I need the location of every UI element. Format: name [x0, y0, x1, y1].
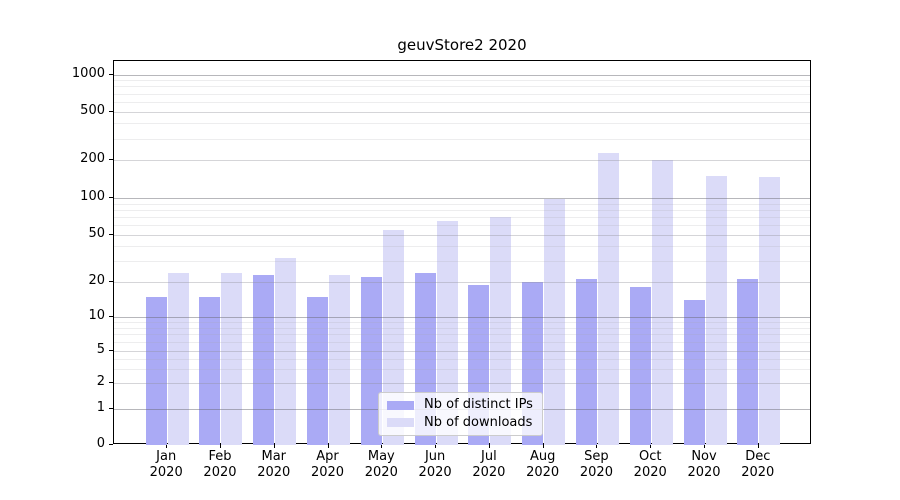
y-tick-mark — [109, 110, 113, 112]
bar-downloads-dec — [759, 176, 781, 445]
x-tick-mark — [488, 444, 490, 448]
y-tick-label: 1 — [96, 399, 105, 415]
y-tick-mark — [109, 350, 113, 351]
bar-distinct-ips-oct — [629, 287, 651, 445]
bar-distinct-ips-sep — [575, 279, 597, 445]
x-tick-label-aug: Aug 2020 — [526, 449, 560, 480]
y-tick-label: 0 — [96, 436, 105, 451]
bar-downloads-apr — [329, 274, 351, 445]
x-tick-mark — [435, 444, 437, 448]
x-tick-label-apr: Apr 2020 — [310, 449, 345, 480]
y-tick-label: 10 — [88, 308, 105, 323]
x-tick-mark — [273, 444, 275, 448]
y-tick-mark — [109, 382, 113, 383]
x-tick-mark — [596, 444, 598, 448]
x-tick-label-may: May 2020 — [364, 449, 398, 480]
legend-label-distinct-ips: Nb of distinct IPs — [424, 397, 533, 413]
bar-distinct-ips-nov — [683, 300, 705, 445]
bar-downloads-may — [382, 229, 404, 445]
x-tick-mark — [757, 444, 759, 448]
gridline-minor — [114, 93, 810, 95]
x-tick-label-sep: Sep 2020 — [579, 449, 613, 480]
plot-area — [113, 60, 811, 445]
gridline-minor — [114, 86, 810, 88]
y-tick-label: 1000 — [71, 65, 105, 81]
x-tick-label-jul: Jul 2020 — [472, 449, 506, 480]
bar-downloads-oct — [651, 160, 673, 445]
x-tick-mark — [650, 444, 652, 448]
x-tick-mark — [166, 444, 168, 448]
bar-downloads-jun — [436, 220, 458, 445]
y-tick-label: 5 — [96, 342, 105, 357]
x-tick-label-nov: Nov 2020 — [687, 449, 721, 480]
bar-distinct-ips-jan — [145, 296, 167, 445]
bar-downloads-jan — [167, 272, 189, 445]
bar-downloads-nov — [705, 175, 727, 445]
gridline-minor — [114, 123, 810, 125]
gridline-major — [114, 160, 810, 161]
x-tick-label-mar: Mar 2020 — [257, 449, 291, 480]
bar-distinct-ips-may — [360, 277, 382, 445]
y-tick-mark — [109, 407, 113, 409]
x-tick-mark — [219, 444, 221, 448]
gridline-major — [114, 74, 810, 76]
legend: Nb of distinct IPs Nb of downloads — [378, 392, 543, 436]
x-tick-label-oct: Oct 2020 — [633, 449, 667, 480]
x-tick-mark — [542, 444, 544, 448]
legend-item-downloads: Nb of downloads — [387, 415, 534, 431]
y-tick-mark — [109, 159, 113, 160]
x-tick-label-feb: Feb 2020 — [203, 449, 237, 480]
bar-downloads-feb — [221, 272, 243, 445]
y-tick-label: 20 — [88, 273, 105, 288]
y-tick-mark — [109, 197, 113, 198]
gridline-minor — [114, 101, 810, 103]
bar-distinct-ips-dec — [737, 279, 759, 445]
y-tick-label: 500 — [80, 102, 105, 118]
y-tick-label: 200 — [80, 151, 105, 166]
bar-distinct-ips-apr — [307, 296, 329, 445]
y-tick-mark — [109, 444, 113, 445]
bar-downloads-mar — [275, 257, 297, 445]
x-tick-mark — [381, 444, 383, 448]
legend-swatch-downloads — [387, 418, 414, 428]
bar-downloads-aug — [544, 199, 566, 445]
legend-swatch-distinct-ips — [387, 400, 414, 410]
y-tick-mark — [109, 281, 113, 282]
gridline-minor — [114, 138, 810, 140]
x-tick-label-jan: Jan 2020 — [149, 449, 183, 480]
x-tick-label-dec: Dec 2020 — [741, 449, 775, 480]
bar-distinct-ips-feb — [199, 296, 221, 445]
y-tick-label: 2 — [96, 374, 105, 389]
y-tick-mark — [109, 73, 113, 75]
y-tick-label: 100 — [80, 189, 105, 204]
x-tick-mark — [327, 444, 329, 448]
y-tick-mark — [109, 316, 113, 317]
y-tick-mark — [109, 234, 113, 235]
gridline-major — [114, 111, 810, 113]
bar-downloads-jul — [490, 217, 512, 445]
legend-item-distinct-ips: Nb of distinct IPs — [387, 397, 534, 413]
x-tick-label-jun: Jun 2020 — [418, 449, 452, 480]
legend-label-downloads: Nb of downloads — [424, 414, 533, 430]
x-tick-mark — [704, 444, 705, 448]
bar-downloads-sep — [597, 152, 619, 445]
chart-title: geuvStore2 2020 — [397, 36, 527, 54]
y-tick-label: 50 — [88, 226, 105, 241]
bar-distinct-ips-mar — [253, 274, 275, 445]
gridline-minor — [114, 80, 810, 82]
